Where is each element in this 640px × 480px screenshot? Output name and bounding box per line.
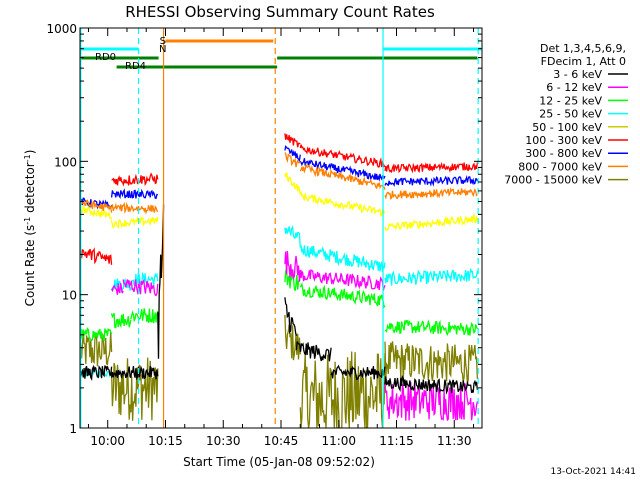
series-1-segment-1 <box>122 278 159 297</box>
chart-title: RHESSI Observing Summary Count Rates <box>125 3 435 21</box>
series-0-segment-6 <box>384 374 479 395</box>
x-tick-label-5: 11:15 <box>379 434 414 448</box>
x-tick-label-4: 11:00 <box>321 434 356 448</box>
legend-label-0: 3 - 6 keV <box>553 68 602 81</box>
axis-layer: 1 10 100 1000 10:00 10:15 10:30 10:45 11:00 11:15… <box>46 22 482 448</box>
series-7-segment-0 <box>80 199 113 213</box>
series-4-segment-2 <box>284 172 301 195</box>
y-axis-label: Count Rate (s-1 detector-1) <box>23 150 38 307</box>
series-6-segment-2 <box>284 144 301 163</box>
series-8-segment-2 <box>284 314 301 361</box>
annotation-layer: SN RD0 RD4 <box>80 28 482 428</box>
legend-label-8: 7000 - 15000 keV <box>504 174 602 187</box>
series-1-segment-4 <box>384 381 479 422</box>
series-8-segment-4 <box>384 341 479 384</box>
series-0-segment-2 <box>157 204 165 359</box>
y-tick-label-0: 1 <box>69 422 77 436</box>
series-0-segment-4 <box>295 341 332 362</box>
legend-label-3: 25 - 50 keV <box>539 108 602 121</box>
series-7-segment-3 <box>299 163 386 190</box>
series-layer <box>80 133 479 428</box>
series-8-segment-1 <box>110 357 159 421</box>
series-4-segment-0 <box>80 203 113 220</box>
legend-label-7: 800 - 7000 keV <box>518 160 602 173</box>
series-1-segment-0 <box>111 283 124 295</box>
series-7-segment-4 <box>384 187 478 200</box>
x-tick-label-1: 10:15 <box>148 434 183 448</box>
legend-label-5: 100 - 300 keV <box>525 134 602 147</box>
rd4-label: RD4 <box>125 61 146 72</box>
series-3-segment-5 <box>384 267 479 286</box>
series-5-segment-2 <box>284 133 301 148</box>
series-7-segment-2 <box>284 152 301 168</box>
series-8-segment-3 <box>299 351 386 428</box>
series-3-segment-3 <box>284 225 301 248</box>
timestamp: 13-Oct-2021 14:41 <box>551 467 636 477</box>
x-tick-label-2: 10:30 <box>206 434 241 448</box>
series-4-segment-3 <box>299 190 386 217</box>
series-6-segment-4 <box>384 174 479 187</box>
y-tick-label-1: 10 <box>62 289 77 303</box>
night-label: N <box>159 44 166 55</box>
series-2-segment-0 <box>80 327 113 342</box>
series-4-segment-4 <box>384 213 479 231</box>
series-5-segment-1 <box>111 172 159 187</box>
x-tick-label-0: 10:00 <box>90 434 125 448</box>
series-2-segment-5 <box>385 319 478 336</box>
x-tick-label-6: 11:30 <box>437 434 472 448</box>
saa-label: S <box>160 36 166 47</box>
series-0-segment-0 <box>80 364 113 382</box>
y-tick-label-3: 1000 <box>46 22 77 36</box>
legend-label-6: 300 - 800 keV <box>525 147 602 160</box>
legend-label-4: 50 - 100 keV <box>532 121 602 134</box>
legend-header-0: Det 1,3,4,5,6,9, <box>540 42 626 55</box>
series-5-segment-4 <box>384 161 479 174</box>
x-axis-label: Start Time (05-Jan-08 09:52:02) <box>183 455 375 469</box>
rd0-label: RD0 <box>95 52 116 63</box>
series-7-segment-1 <box>110 201 159 215</box>
series-5-segment-3 <box>299 144 386 168</box>
legend-label-2: 12 - 25 keV <box>539 94 602 107</box>
series-0-segment-5 <box>330 364 386 381</box>
series-4-segment-1 <box>110 215 159 229</box>
series-1-segment-2 <box>284 250 301 282</box>
series-0-segment-1 <box>110 364 159 381</box>
series-6-segment-1 <box>110 188 159 199</box>
series-5-segment-0 <box>80 247 113 265</box>
series-1-segment-3 <box>299 269 386 291</box>
series-2-segment-4 <box>299 281 386 309</box>
legend-header-1: FDecim 1, Att 0 <box>541 55 626 68</box>
x-tick-label-3: 10:45 <box>264 434 299 448</box>
legend-label-1: 6 - 12 keV <box>546 81 602 94</box>
legend: Det 1,3,4,5,6,9,FDecim 1, Att 03 - 6 keV… <box>504 42 628 187</box>
y-tick-label-2: 100 <box>54 155 77 169</box>
series-0-segment-3 <box>284 297 298 337</box>
series-2-segment-1 <box>110 313 132 329</box>
series-3-segment-4 <box>299 244 386 272</box>
series-2-segment-2 <box>130 308 159 324</box>
